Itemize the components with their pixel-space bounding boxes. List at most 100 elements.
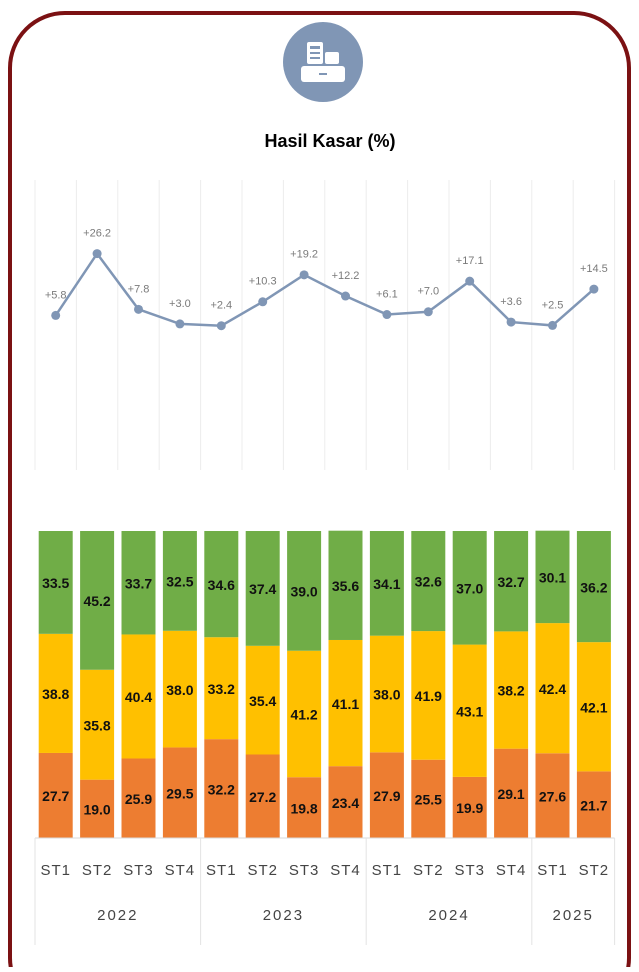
bar-label: 27.6 (539, 788, 566, 804)
bar-segment (80, 779, 115, 838)
bar-label: 40.4 (125, 689, 152, 705)
growth-point (423, 307, 433, 317)
growth-point (548, 320, 557, 330)
bar-label: 36.2 (580, 579, 607, 595)
growth-line (54, 251, 595, 327)
bar-segment (535, 623, 570, 754)
bar-segment (452, 776, 487, 838)
bar-label: 29.1 (497, 786, 524, 802)
growth-point (92, 249, 102, 259)
growth-point (51, 310, 61, 320)
group-label: 2023 (263, 907, 304, 924)
bar-label: 38.8 (42, 686, 69, 702)
growth-point (589, 284, 599, 294)
growth-label: +2.5 (542, 299, 564, 311)
bar-segment (576, 642, 611, 772)
growth-label: +6.1 (376, 288, 398, 300)
growth-point (382, 310, 392, 320)
growth-point (175, 319, 185, 329)
bar-label: 34.6 (208, 577, 235, 593)
bar-label: 43.1 (456, 703, 483, 719)
bar-label: 27.9 (373, 788, 400, 804)
bar-label: 35.6 (332, 578, 359, 594)
bar-label: 38.0 (373, 687, 400, 703)
bar-segment (162, 747, 197, 838)
bar-label: 19.9 (456, 800, 483, 816)
growth-label: +17.1 (456, 255, 484, 267)
x-tick-label: ST2 (579, 862, 610, 879)
bar-label: 32.5 (166, 574, 193, 590)
bar-segment (287, 531, 322, 651)
bar-segment (121, 758, 156, 838)
bar-segment (204, 637, 239, 740)
bar-label: 32.7 (497, 574, 524, 590)
bar-label: 33.7 (125, 575, 152, 591)
bar-segment (245, 531, 280, 646)
bar-segment (121, 634, 156, 759)
bar-segment (411, 631, 446, 760)
bar-segment (369, 752, 404, 838)
growth-label: +3.0 (169, 298, 191, 310)
growth-point (216, 321, 226, 331)
x-tick-label: ST4 (330, 862, 361, 879)
x-tick-label: ST1 (537, 862, 568, 879)
bar-label: 25.9 (125, 791, 152, 807)
bar-segment (328, 766, 363, 838)
bar-segment (535, 753, 570, 838)
x-tick-label: ST3 (454, 862, 485, 879)
bar-label: 39.0 (290, 584, 317, 600)
x-tick-label: ST4 (496, 862, 527, 879)
bar-segment (411, 531, 446, 632)
bar-segment (494, 531, 529, 632)
bar-label: 38.0 (166, 682, 193, 698)
bar-label: 30.1 (539, 570, 566, 586)
bar-label: 41.2 (290, 707, 317, 723)
growth-label: +19.2 (290, 249, 318, 261)
growth-label: +14.5 (580, 263, 608, 275)
group-label: 2024 (428, 907, 469, 924)
bar-segment (411, 759, 446, 838)
bar-label: 42.4 (539, 681, 566, 697)
bar-segment (204, 531, 239, 638)
growth-point (341, 291, 350, 301)
bar-segment (38, 633, 73, 753)
bar-label: 38.2 (497, 683, 524, 699)
bar-label: 41.9 (415, 688, 442, 704)
bar-label: 42.1 (580, 699, 607, 715)
bar-label: 32.6 (415, 574, 442, 590)
bar-segment (287, 777, 322, 838)
bar-segment (162, 531, 197, 631)
growth-point (134, 304, 143, 314)
bar-segment (535, 530, 570, 624)
bar-segment (121, 531, 156, 635)
x-tick-label: ST1 (206, 862, 237, 879)
bar-segment (328, 639, 363, 767)
bar-label: 33.5 (42, 575, 69, 591)
bar-segment (452, 644, 487, 777)
bar-label: 41.1 (332, 696, 359, 712)
bar-segment (204, 739, 239, 838)
x-tick-label: ST4 (165, 862, 196, 879)
bar-label: 21.7 (580, 797, 607, 813)
frame (8, 11, 631, 972)
growth-label: +12.2 (332, 270, 360, 282)
x-tick-label: ST1 (372, 862, 403, 879)
bar-label: 23.4 (332, 795, 359, 811)
bar-segment (287, 650, 322, 778)
x-tick-label: ST2 (247, 862, 278, 879)
bar-label: 27.7 (42, 788, 69, 804)
x-tick-label: ST3 (289, 862, 320, 879)
bar-label: 33.2 (208, 681, 235, 697)
bar-segment (245, 754, 280, 838)
group-label: 2022 (97, 907, 138, 924)
growth-label: +7.0 (417, 286, 439, 298)
x-tick-label: ST3 (123, 862, 154, 879)
bar-label: 19.8 (290, 800, 317, 816)
bar-segment (80, 669, 115, 780)
bar-segment (576, 771, 611, 838)
growth-point (465, 276, 475, 286)
growth-point (299, 270, 309, 280)
bar-label: 35.4 (249, 693, 276, 709)
bar-segment (494, 631, 529, 749)
